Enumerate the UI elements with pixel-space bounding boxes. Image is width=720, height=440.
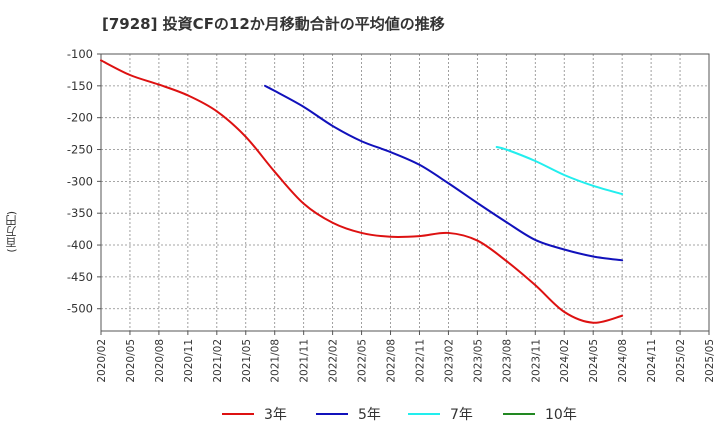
series-line-3	[495, 145, 624, 196]
x-tick-label: 2025/02	[675, 339, 687, 383]
x-tick-label: 2020/05	[125, 339, 137, 383]
line-chart: -100 -150 -200 -250 -300 -350 -400 -450 -500 2020…	[67, 47, 716, 383]
y-tick-label: -200	[67, 111, 93, 125]
x-tick-label: 2024/02	[559, 339, 571, 383]
x-tick-label: 2020/02	[96, 339, 108, 383]
x-tick-label: 2023/05	[472, 339, 484, 383]
x-tick-label: 2023/02	[443, 339, 455, 383]
x-tick-label: 2020/11	[183, 339, 195, 383]
axis-layer: -100 -150 -200 -250 -300 -350 -400 -450 -500 2020…	[67, 47, 716, 383]
legend-label-2: 5年	[358, 407, 381, 423]
x-tick-label: 2025/05	[704, 339, 716, 383]
x-tick-label: 2023/11	[530, 339, 542, 383]
x-tick-label: 2024/11	[646, 339, 658, 383]
x-tick-label: 2024/08	[617, 339, 629, 383]
chart-title: [7928] 投資CFの12か月移動合計の平均値の推移	[102, 15, 445, 33]
x-tick-label: 2021/08	[270, 339, 282, 383]
series-line-2	[264, 84, 624, 262]
legend: 3年 5年 7年 10年	[222, 407, 577, 423]
plot-frame	[100, 53, 710, 332]
y-tick-label: -100	[67, 47, 93, 61]
legend-label-4: 10年	[545, 407, 577, 423]
y-tick-label: -350	[67, 206, 93, 220]
legend-label-1: 3年	[264, 407, 287, 423]
x-tick-label: 2021/05	[241, 339, 253, 383]
y-tick-label: -300	[67, 174, 93, 188]
y-tick-label: -500	[67, 302, 93, 316]
x-tick-label: 2022/05	[357, 339, 369, 383]
x-tick-label: 2023/08	[501, 339, 513, 383]
x-tick-label: 2022/02	[328, 339, 340, 383]
x-tick-label: 2024/05	[588, 339, 600, 383]
x-tick-label: 2021/02	[212, 339, 224, 383]
series-line-1	[100, 59, 624, 324]
x-tick-label: 2022/08	[386, 339, 398, 383]
legend-label-3: 7年	[450, 407, 473, 423]
y-tick-label: -150	[67, 79, 93, 93]
x-tick-label: 2020/08	[154, 339, 166, 383]
x-tick-label: 2022/11	[414, 339, 426, 383]
series-layer	[100, 59, 624, 324]
y-tick-label: -450	[67, 270, 93, 284]
y-tick-label: -250	[67, 143, 93, 157]
x-tick-label: 2021/11	[299, 339, 311, 383]
y-tick-label: -400	[67, 238, 93, 252]
